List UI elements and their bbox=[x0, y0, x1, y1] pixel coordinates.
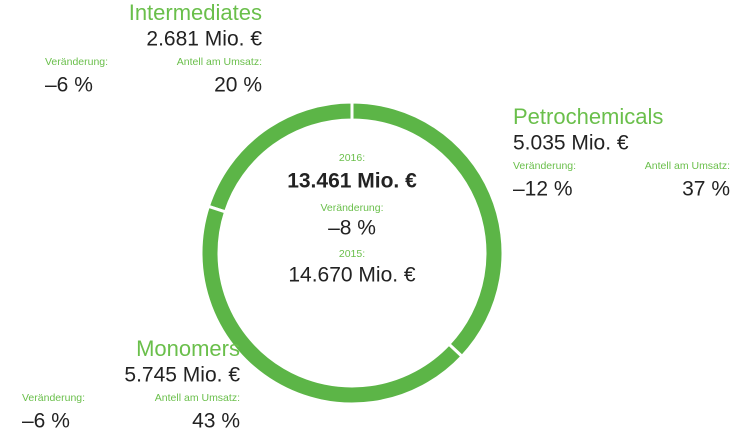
donut-segment bbox=[199, 204, 465, 406]
center-year: 2016: bbox=[339, 152, 365, 164]
segment-labels: Petrochemicals 5.035 Mio. € Veränderung: An… bbox=[513, 104, 730, 201]
share-label: Antell am Umsatz: bbox=[177, 56, 262, 68]
segment-labels: Monomers 5.745 Mio. € Veränderung: Antell a… bbox=[22, 336, 240, 433]
segment-share: 43 % bbox=[192, 410, 240, 433]
segment-name: Petrochemicals bbox=[513, 104, 663, 129]
center-change-label: Veränderung: bbox=[320, 202, 383, 214]
center-labels: 2016: 13.461 Mio. € Veränderung: –8 % 20… bbox=[287, 152, 417, 287]
center-year-previous: 2015: bbox=[339, 248, 365, 260]
segment-labels: Intermediates 2.681 Mio. € Veränderung: Ant… bbox=[45, 0, 262, 97]
center-total-previous: 14.670 Mio. € bbox=[288, 264, 416, 287]
center-change: –8 % bbox=[328, 217, 376, 240]
center-total: 13.461 Mio. € bbox=[287, 170, 417, 193]
segment-change: –6 % bbox=[22, 410, 70, 433]
segment-revenue: 5.745 Mio. € bbox=[124, 364, 240, 387]
donut-segment bbox=[350, 100, 505, 359]
change-label: Veränderung: bbox=[513, 160, 576, 172]
donut-segment bbox=[206, 100, 354, 214]
segment-change: –6 % bbox=[45, 74, 93, 97]
share-label: Antell am Umsatz: bbox=[155, 392, 240, 404]
segment-name: Intermediates bbox=[129, 0, 262, 25]
segment-revenue: 2.681 Mio. € bbox=[146, 28, 262, 51]
segment-revenue: 5.035 Mio. € bbox=[513, 132, 629, 155]
share-label: Antell am Umsatz: bbox=[645, 160, 730, 172]
change-label: Veränderung: bbox=[45, 56, 108, 68]
segment-share: 37 % bbox=[682, 178, 730, 201]
change-label: Veränderung: bbox=[22, 392, 85, 404]
segment-name: Monomers bbox=[136, 336, 240, 361]
segment-share: 20 % bbox=[214, 74, 262, 97]
segment-change: –12 % bbox=[513, 178, 573, 201]
